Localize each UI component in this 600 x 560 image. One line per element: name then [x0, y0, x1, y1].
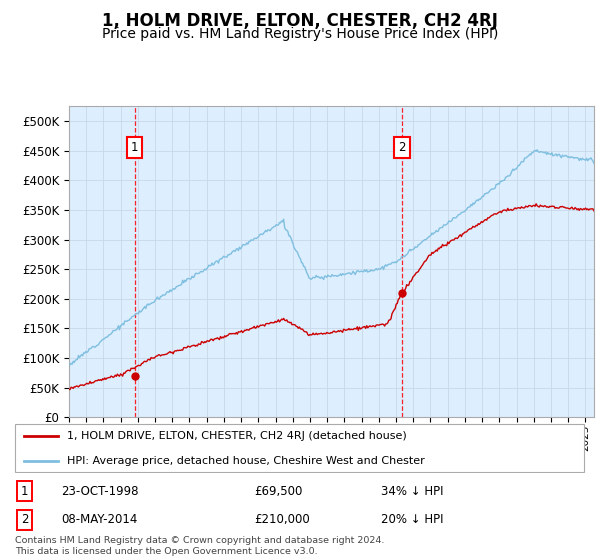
Text: 23-OCT-1998: 23-OCT-1998	[61, 484, 139, 498]
Text: £210,000: £210,000	[254, 514, 310, 526]
Text: Contains HM Land Registry data © Crown copyright and database right 2024.
This d: Contains HM Land Registry data © Crown c…	[15, 536, 385, 556]
Text: 1, HOLM DRIVE, ELTON, CHESTER, CH2 4RJ (detached house): 1, HOLM DRIVE, ELTON, CHESTER, CH2 4RJ (…	[67, 431, 406, 441]
Text: £69,500: £69,500	[254, 484, 302, 498]
Text: 08-MAY-2014: 08-MAY-2014	[61, 514, 137, 526]
Text: 1: 1	[131, 141, 139, 155]
FancyBboxPatch shape	[15, 424, 584, 472]
Text: 1: 1	[20, 484, 28, 498]
Text: 20% ↓ HPI: 20% ↓ HPI	[380, 514, 443, 526]
Text: 2: 2	[20, 514, 28, 526]
Text: 1, HOLM DRIVE, ELTON, CHESTER, CH2 4RJ: 1, HOLM DRIVE, ELTON, CHESTER, CH2 4RJ	[102, 12, 498, 30]
Text: 2: 2	[398, 141, 406, 155]
Text: HPI: Average price, detached house, Cheshire West and Chester: HPI: Average price, detached house, Ches…	[67, 456, 424, 465]
Text: Price paid vs. HM Land Registry's House Price Index (HPI): Price paid vs. HM Land Registry's House …	[102, 27, 498, 41]
Text: 34% ↓ HPI: 34% ↓ HPI	[380, 484, 443, 498]
